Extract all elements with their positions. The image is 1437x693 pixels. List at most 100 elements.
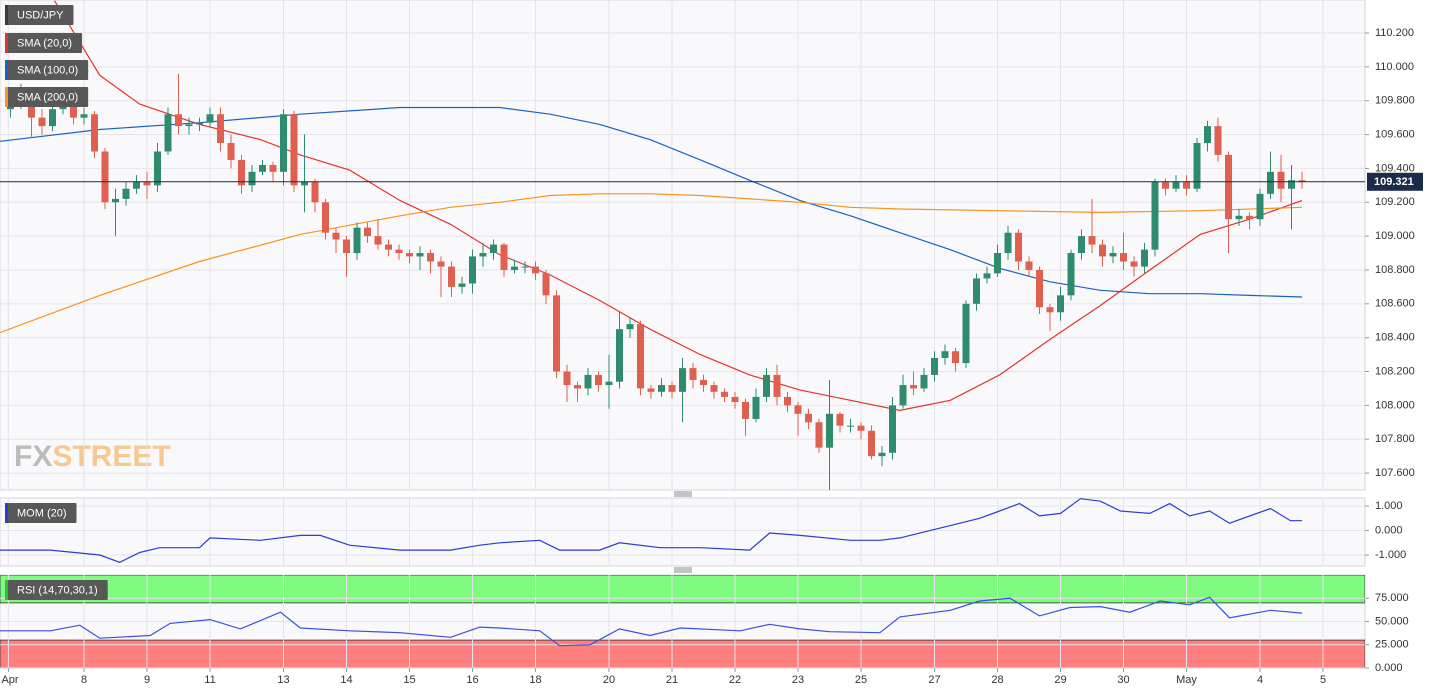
candle-body: [584, 374, 592, 389]
x-tick-label: 25: [855, 674, 867, 686]
candle-body: [385, 244, 392, 250]
legend-label: SMA (20,0): [17, 37, 72, 49]
candle-body: [1088, 236, 1096, 245]
panel-handle[interactable]: [674, 491, 692, 573]
candle-body: [920, 374, 928, 389]
candle-body: [1172, 181, 1180, 189]
candle-body: [269, 165, 277, 172]
candle-body: [364, 227, 371, 237]
y-tick-label: 107.800: [1375, 433, 1415, 445]
legend-label: SMA (200,0): [17, 91, 78, 103]
candle-body: [122, 188, 130, 199]
candle-body: [185, 124, 193, 127]
candle-body: [1225, 154, 1232, 220]
plot-area: [0, 498, 1365, 566]
y-tick-label: 108.600: [1375, 298, 1415, 310]
plot-area: [0, 0, 1365, 490]
candle-body: [406, 253, 413, 257]
y-tick-label: 109.600: [1375, 128, 1415, 140]
series-line: [0, 596, 1303, 647]
x-tick-label: 27: [928, 674, 940, 686]
candle-body: [542, 273, 550, 296]
candle-body: [301, 181, 308, 186]
candle-body: [941, 351, 949, 358]
y-tick-label: 75.000: [1375, 592, 1409, 604]
candle-body: [1277, 171, 1285, 189]
candle-body: [553, 295, 560, 372]
candle-body: [437, 261, 445, 267]
legend-box: [5, 87, 89, 107]
candle-body: [332, 232, 340, 240]
candle-body: [217, 114, 224, 144]
candle-body: [700, 379, 707, 386]
candle-body: [1025, 261, 1033, 270]
candle-body: [857, 425, 865, 431]
legend-label: SMA (100,0): [17, 64, 78, 76]
y-tick-label: 109.800: [1375, 95, 1415, 107]
candle-body: [784, 396, 791, 406]
x-tick-label: 9: [144, 674, 150, 686]
candle-body: [469, 256, 476, 284]
legend-swatch: [5, 580, 8, 600]
watermark-part: STREET: [52, 440, 170, 473]
legend-box: [5, 5, 74, 25]
y-tick-label: 0.000: [1375, 524, 1403, 536]
candle-body: [994, 253, 1001, 274]
legend-item: SMA (20,0): [5, 33, 83, 53]
series-line: [54, 0, 1303, 412]
candle-body: [983, 273, 991, 279]
candle-body: [1004, 232, 1012, 254]
x-tick-label: 22: [729, 674, 741, 686]
candle-body: [973, 278, 980, 304]
y-tick-label: 109.400: [1375, 162, 1415, 174]
candle-body: [752, 396, 760, 419]
y-tick-label: 108.200: [1375, 365, 1415, 377]
candle-body: [500, 244, 508, 270]
x-tick-label: 30: [1117, 674, 1129, 686]
legend-swatch: [5, 503, 8, 523]
candle-body: [899, 385, 907, 406]
candle-body: [532, 266, 539, 274]
legend-label: MOM (20): [17, 507, 67, 519]
candle-body: [836, 413, 844, 426]
legend-box: [5, 580, 108, 600]
y-tick-label: 109.000: [1375, 230, 1415, 242]
y-tick-label: 50.000: [1375, 615, 1409, 627]
x-tick-label: 15: [403, 674, 415, 686]
candle-body: [353, 227, 361, 254]
candle-body: [1298, 180, 1306, 182]
legend-swatch: [5, 5, 8, 25]
x-tick-label: 20: [603, 674, 615, 686]
candle-body: [626, 324, 634, 330]
x-tick-label: 4: [1257, 674, 1263, 686]
candle-body: [1046, 307, 1054, 313]
candle-body: [878, 452, 886, 457]
candle-body: [1141, 249, 1148, 267]
candle-body: [595, 374, 602, 386]
candle-body: [679, 368, 686, 392]
legend-swatch: [5, 87, 8, 107]
candle-body: [416, 253, 424, 257]
candle-body: [374, 236, 382, 245]
y-tick-label: 0.000: [1375, 662, 1403, 674]
candle-body: [847, 425, 854, 427]
y-tick-label: 108.000: [1375, 399, 1415, 411]
legend-box: [5, 60, 89, 80]
candle-body: [1036, 269, 1043, 308]
legend-item: USD/JPY: [5, 5, 74, 25]
legend-swatch: [5, 60, 8, 80]
candle-body: [1109, 253, 1117, 257]
candle-body: [1162, 181, 1169, 189]
watermark: FXSTREET: [14, 440, 171, 473]
series-line: [0, 498, 1302, 563]
candle-body: [826, 413, 833, 448]
candle-body: [815, 422, 823, 448]
candle-body: [574, 385, 581, 389]
candle-body: [143, 181, 151, 186]
y-tick-label: 109.200: [1375, 196, 1415, 208]
candle-body: [805, 413, 812, 423]
x-tick-label: 13: [277, 674, 289, 686]
y-tick-label: 25.000: [1375, 639, 1409, 651]
legend-label: USD/JPY: [17, 9, 64, 21]
candle-body: [259, 165, 266, 172]
